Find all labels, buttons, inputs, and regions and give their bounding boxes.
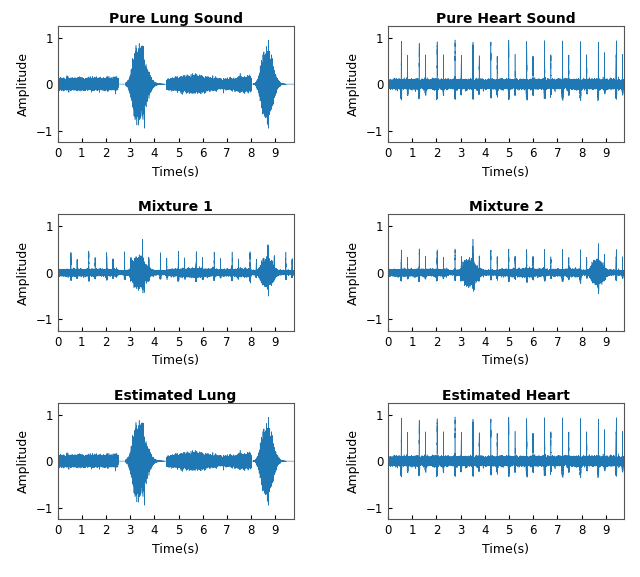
X-axis label: Time(s): Time(s) — [483, 166, 529, 179]
Title: Pure Lung Sound: Pure Lung Sound — [109, 12, 243, 26]
X-axis label: Time(s): Time(s) — [483, 543, 529, 556]
Y-axis label: Amplitude: Amplitude — [17, 52, 30, 116]
Title: Estimated Heart: Estimated Heart — [442, 389, 570, 403]
Title: Pure Heart Sound: Pure Heart Sound — [436, 12, 576, 26]
Y-axis label: Amplitude: Amplitude — [17, 429, 30, 493]
Title: Estimated Lung: Estimated Lung — [115, 389, 237, 403]
X-axis label: Time(s): Time(s) — [483, 354, 529, 367]
X-axis label: Time(s): Time(s) — [152, 166, 199, 179]
Title: Mixture 2: Mixture 2 — [468, 200, 543, 215]
Y-axis label: Amplitude: Amplitude — [348, 52, 360, 116]
X-axis label: Time(s): Time(s) — [152, 354, 199, 367]
Title: Mixture 1: Mixture 1 — [138, 200, 213, 215]
X-axis label: Time(s): Time(s) — [152, 543, 199, 556]
Y-axis label: Amplitude: Amplitude — [17, 241, 30, 305]
Y-axis label: Amplitude: Amplitude — [348, 429, 360, 493]
Y-axis label: Amplitude: Amplitude — [348, 241, 360, 305]
